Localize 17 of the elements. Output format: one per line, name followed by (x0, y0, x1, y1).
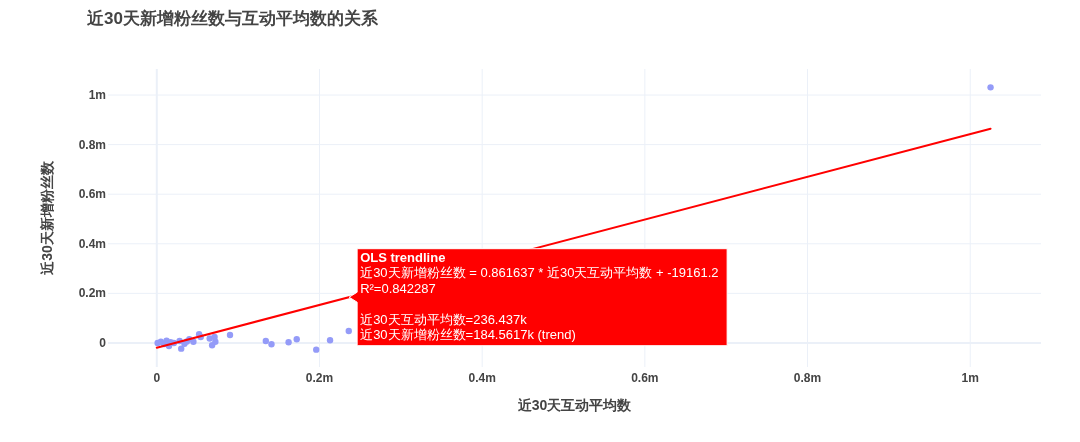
x-tick-label: 0.2m (305, 371, 334, 385)
y-axis-title: 近30天新增粉丝数 (39, 160, 55, 276)
y-tick-label: 0.8m (78, 137, 106, 152)
chart-title: 近30天新增粉丝数与互动平均数的关系 (86, 9, 379, 28)
x-tick-label: 0.4m (468, 371, 496, 385)
y-tick-label: 0.2m (78, 286, 106, 301)
x-tick-label: 0.8m (793, 371, 822, 385)
y-tick-label: 0.6m (78, 187, 106, 202)
x-tick-label: 0 (153, 371, 161, 385)
annotation: 近30天互动平均数=236.437k 近30天新增粉丝数=184.5617k (trend) (360, 311, 576, 343)
y-tick-label: 0.4m (78, 236, 106, 251)
y-tick-label: 1m (88, 88, 106, 103)
x-axis-title: 近30天互动平均数 (516, 397, 633, 413)
x-tick-label: 1m (961, 371, 979, 385)
y-tick-label: 0 (99, 335, 107, 350)
x-tick-label: 0.6m (631, 371, 659, 385)
annotation: OLS trendline 近30天新增粉丝数 = 0.861637 * 近30天互动平均数 + -19161.2 R²=0.842287 (360, 249, 719, 296)
